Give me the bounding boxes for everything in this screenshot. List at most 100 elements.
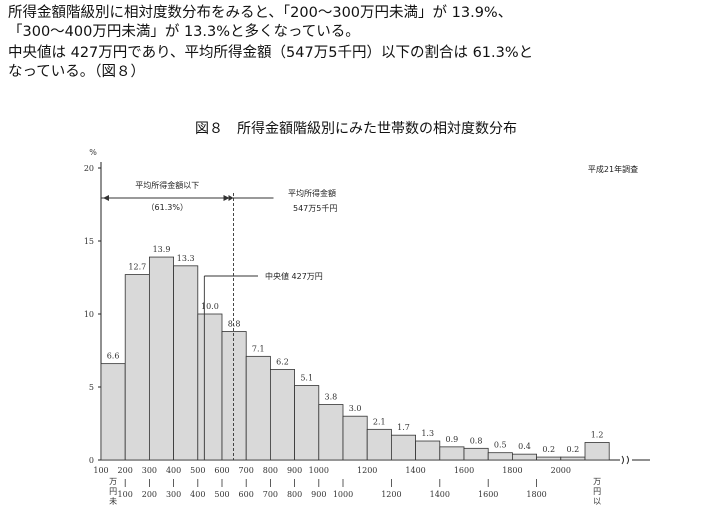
survey-year-note: 平成21年調査 [588,164,638,174]
bar-value-label: 0.2 [567,445,580,454]
y-tick-label: 15 [84,237,94,246]
bracket-arrow-left-icon [103,195,109,201]
bar [318,404,344,461]
paragraph-line: 所得金額階級別に相対度数分布をみると、「200～300万円未満」が 13.9%、 [8,5,513,21]
bar-value-label: 13.9 [153,245,171,254]
bar [173,265,199,461]
x-upper-label: 700 [263,490,278,499]
x-lower-label: 300 [142,466,157,475]
first-bin-label: 円 [109,487,117,496]
bar-value-label: 0.4 [518,442,531,451]
bar [536,456,562,461]
bar-value-label: 5.1 [300,374,313,383]
x-lower-label: 400 [166,466,181,475]
bar-value-label: 2.1 [373,417,386,426]
bar [512,453,538,461]
bar-value-label: 10.0 [201,302,219,311]
bar [148,256,174,461]
y-tick-label: 5 [89,383,94,392]
median-paragraph: 中央値は 427万円であり、平均所得金額（547万5千円）以下の割合は 61.3… [8,44,708,82]
intro-paragraph: 所得金額階級別に相対度数分布をみると、「200～300万円未満」が 13.9%、… [8,4,708,42]
x-lower-label: 1600 [454,466,474,475]
x-upper-label: 100 [118,490,133,499]
x-upper-label: 1200 [381,490,401,499]
bar-value-label: 3.8 [325,393,338,402]
x-upper-label: 300 [166,490,181,499]
bar [463,447,489,461]
x-lower-label: 1000 [309,466,329,475]
x-lower-label: 100 [93,466,108,475]
chart-title: 図８ 所得金額階級別にみた世帯数の相対度数分布 [195,121,517,137]
last-bin-label: 円 [593,487,601,496]
x-upper-label: 800 [287,490,302,499]
y-tick-label: 20 [84,164,94,173]
last-bin-label: 万 [593,477,601,486]
last-bin-label: 以 [593,497,601,506]
bar-value-label: 3.0 [349,404,362,413]
bar-value-label: 0.8 [470,436,483,445]
bar-value-label: 6.2 [276,357,289,366]
mean-arrow-icon [228,195,234,201]
bar [366,428,392,461]
bar-value-label: 0.2 [542,445,555,454]
bar-value-label: 1.2 [591,430,604,439]
y-tick-label: 0 [89,456,94,465]
y-tick-label: 10 [84,310,94,319]
axis-break-icon [621,455,629,465]
bar-value-label: 7.1 [252,344,265,353]
bar [487,452,513,461]
x-upper-label: 1400 [430,490,450,499]
x-lower-label: 700 [239,466,254,475]
mean-value-label: 547万5千円 [293,203,337,213]
x-upper-label: 1800 [526,490,546,499]
bar-value-label: 0.9 [446,435,459,444]
first-bin-label: 万 [109,477,117,486]
bar [124,274,150,461]
bar-value-label: 0.5 [494,441,507,450]
bar-value-label: 1.3 [421,429,434,438]
median-label: 中央値 427万円 [265,271,323,281]
histogram-chart: 0 5 10 15 20% 平成21年調査 6.6 12.7 13.9 13.3 10.0 8.8 7.… [84,148,650,506]
x-upper-label: 200 [142,490,157,499]
x-upper-label: 400 [190,490,205,499]
bar-value-label: 1.7 [397,423,410,432]
bar-value-label: 13.3 [177,254,195,263]
x-lower-label: 900 [287,466,302,475]
bar [269,369,295,461]
x-upper-label: 1600 [478,490,498,499]
mean-label: 平均所得金額 [288,188,336,198]
bracket-arrow-right-icon [223,195,230,201]
y-axis-unit: % [89,148,97,157]
below-mean-pct: （61.3%） [147,203,188,212]
bar [342,415,368,461]
x-lower-label: 1800 [502,466,522,475]
bar-value-label: 8.8 [228,320,241,329]
bar-value-label: 12.7 [128,263,146,272]
x-upper-label: 900 [311,490,326,499]
bar [560,456,586,461]
x-lower-label: 1400 [405,466,425,475]
x-upper-label: 1000 [333,490,353,499]
bar [415,440,441,461]
bar [294,385,320,461]
x-upper-label: 500 [214,490,229,499]
bar [439,446,465,461]
x-upper-label: 600 [239,490,254,499]
x-lower-label: 500 [190,466,205,475]
bar [584,442,610,461]
paragraph-line: 中央値は 427万円であり、平均所得金額（547万5千円）以下の割合は 61.3… [8,45,534,61]
bar [221,331,247,461]
x-lower-label: 200 [118,466,133,475]
paragraph-line: なっている。（図８） [8,64,146,80]
x-lower-label: 800 [263,466,278,475]
below-mean-label: 平均所得金額以下 [135,180,199,190]
bar-value-label: 6.6 [107,352,120,361]
paragraph-line: 「300～400万円未満」が 13.3%と多くなっている。 [8,24,360,40]
bar [197,313,223,461]
first-bin-label: 未 [109,496,117,506]
x-lower-label: 2000 [551,466,571,475]
x-lower-label: 600 [214,466,229,475]
bar [100,363,126,461]
x-lower-label: 1200 [357,466,377,475]
bar [390,434,416,461]
